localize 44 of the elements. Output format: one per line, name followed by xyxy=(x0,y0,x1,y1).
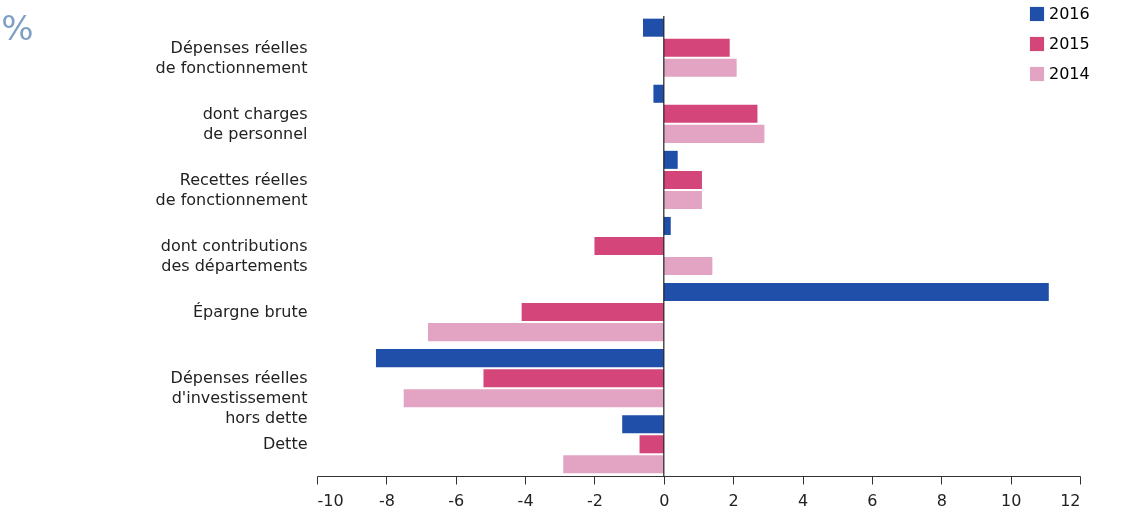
bar xyxy=(663,58,737,77)
x-tick-label: -2 xyxy=(586,490,603,510)
bar xyxy=(483,369,664,388)
bar xyxy=(563,455,664,474)
legend-label: 2015 xyxy=(1049,34,1090,53)
bar xyxy=(663,124,765,143)
bar xyxy=(663,150,678,169)
bar xyxy=(663,170,702,189)
x-tick-label: -6 xyxy=(448,490,465,510)
y-tick-label: dont contributions des départements xyxy=(160,236,308,275)
x-tick-label: -10 xyxy=(317,490,344,510)
legend-label: 2016 xyxy=(1049,4,1090,23)
bar xyxy=(663,283,1049,302)
x-tick-label: 12 xyxy=(1060,490,1081,510)
x-tick-label: 4 xyxy=(797,490,809,510)
bar xyxy=(427,323,664,342)
y-tick-label: Dépenses réelles de fonctionnement xyxy=(155,37,308,77)
y-tick-label: Épargne brute xyxy=(192,302,308,322)
y-tick-label: Dépenses réelles d'investissement hors dette xyxy=(170,368,308,428)
legend-label: 2014 xyxy=(1049,64,1090,83)
bar xyxy=(663,257,713,276)
y-tick-label: dont charges de personnel xyxy=(202,103,308,143)
y-axis-title: % xyxy=(1,7,34,48)
bar xyxy=(622,415,664,434)
y-tick-label: Recettes réelles de fonctionnement xyxy=(155,169,308,209)
bar xyxy=(663,38,730,57)
x-tick-label: 0 xyxy=(659,490,670,510)
bar xyxy=(663,190,702,209)
bar xyxy=(403,389,664,408)
bar xyxy=(521,303,664,322)
bar xyxy=(643,18,664,37)
x-tick-label: -8 xyxy=(378,490,395,510)
bar xyxy=(594,236,664,256)
x-tick-label: 8 xyxy=(936,490,947,510)
bar xyxy=(663,216,671,235)
bar xyxy=(653,84,664,103)
x-tick-label: -4 xyxy=(517,490,534,510)
bar xyxy=(663,104,758,123)
y-tick-label: Dette xyxy=(262,434,308,454)
bar xyxy=(375,349,664,368)
x-tick-label: 2 xyxy=(728,490,739,510)
x-tick-label: 6 xyxy=(867,490,878,510)
x-tick-label: 10 xyxy=(1000,490,1022,510)
bar xyxy=(639,435,664,454)
